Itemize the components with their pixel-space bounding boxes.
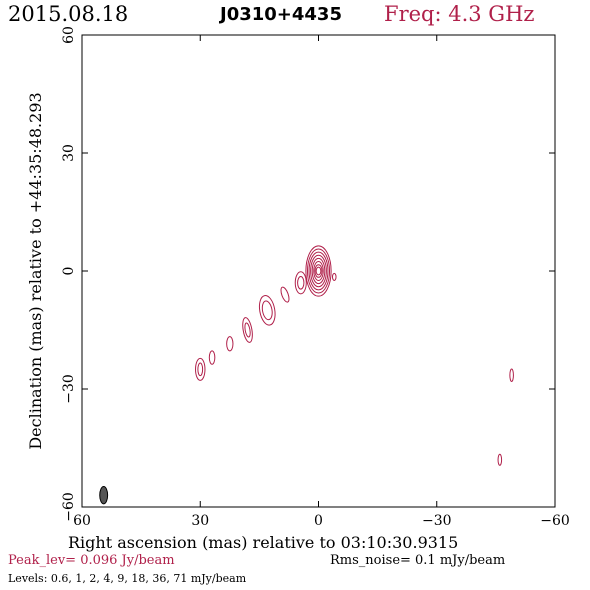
x-tick-label: −60 (540, 513, 570, 529)
contour-line (197, 362, 204, 377)
x-tick-label: 0 (314, 513, 323, 529)
x-axis-label: Right ascension (mas) relative to 03:10:… (68, 533, 459, 552)
contour-component (331, 272, 337, 281)
x-tick-label: 30 (191, 513, 209, 529)
contour-component (509, 368, 514, 383)
source-name: J0310+4435 (220, 4, 342, 25)
y-tick-label: −30 (61, 374, 77, 404)
contour-component (280, 286, 290, 303)
contour-component (497, 453, 503, 466)
contour-line (226, 336, 234, 352)
contour-line (311, 257, 326, 285)
contour-line (261, 300, 273, 321)
axis-ticks (81, 34, 556, 508)
contour-line (195, 357, 206, 381)
contour-line (244, 322, 251, 338)
contour-component (305, 245, 332, 297)
contour-component (258, 295, 276, 326)
contour-line (509, 368, 514, 383)
contour-component (208, 350, 216, 365)
contour-layer (195, 245, 514, 466)
y-tick-label: 30 (61, 144, 77, 162)
contour-line (297, 276, 305, 290)
contour-component (226, 336, 234, 352)
contour-line (315, 266, 322, 276)
contour-line (331, 272, 337, 281)
frequency-label: Freq: 4.3 GHz (384, 2, 535, 26)
contour-line (306, 248, 331, 294)
contour-line (242, 317, 253, 343)
y-tick-label: 60 (61, 26, 77, 44)
contour-component (242, 317, 253, 343)
contour-line (208, 350, 216, 365)
observation-date: 2015.08.18 (8, 2, 129, 26)
plot-frame (81, 34, 556, 508)
rms-noise: Rms_noise= 0.1 mJy/beam (330, 553, 506, 568)
y-tick-label: 0 (61, 267, 77, 276)
y-axis-label: Declination (mas) relative to +44:35:48.… (26, 92, 45, 449)
contour-line (258, 295, 276, 326)
contour-line (280, 286, 290, 303)
contour-line (310, 254, 327, 288)
peak-level: Peak_lev= 0.096 Jy/beam (8, 553, 175, 568)
contour-line (308, 251, 329, 291)
contour-line (313, 261, 324, 281)
contour-component (294, 271, 307, 295)
y-tick-label: −60 (61, 492, 77, 522)
x-tick-label: 60 (73, 513, 91, 529)
beam-layer (99, 486, 109, 505)
contour-line (497, 453, 503, 466)
contour-line (305, 245, 332, 297)
tick-labels: 60 30 0 −30 −60 −60 −30 0 30 60 (61, 26, 570, 529)
contour-line (294, 271, 307, 295)
contour-line (314, 264, 323, 278)
x-tick-label: −30 (422, 513, 452, 529)
contour-levels: Levels: 0.6, 1, 2, 4, 9, 18, 36, 71 mJy/… (8, 572, 247, 585)
contour-component (195, 357, 206, 381)
beam-ellipse (99, 486, 109, 505)
